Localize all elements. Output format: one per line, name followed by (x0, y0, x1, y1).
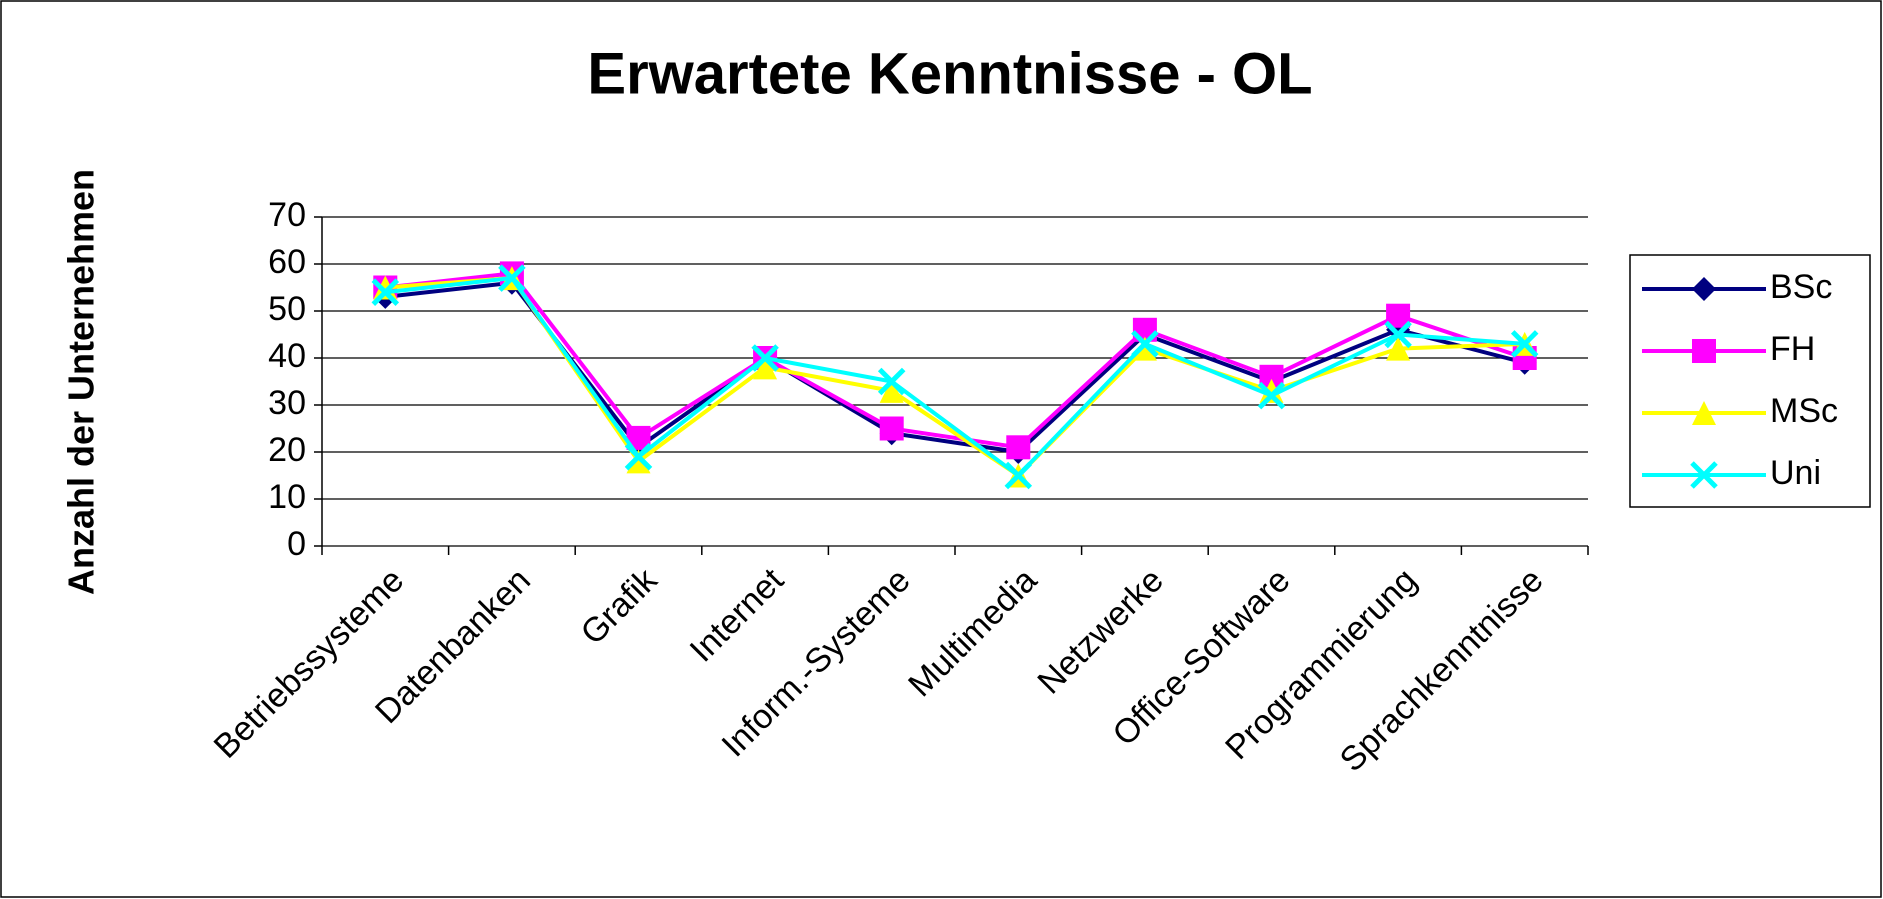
y-tick-label: 0 (287, 525, 306, 563)
legend-label: FH (1770, 330, 1815, 368)
point (626, 449, 651, 474)
y-tick-label: 60 (268, 243, 306, 281)
point (751, 344, 779, 372)
point (1132, 336, 1157, 361)
series-line (385, 271, 1526, 450)
y-axis-label: Anzahl der Unternehmen (61, 169, 102, 595)
y-tick-label: 50 (268, 290, 306, 328)
y-tick-label: 10 (268, 478, 306, 516)
point (1257, 381, 1286, 410)
point (1131, 330, 1159, 358)
point (1510, 330, 1539, 358)
legend-marker (1692, 277, 1716, 301)
point (753, 355, 778, 380)
point (1004, 461, 1033, 490)
point (498, 264, 526, 292)
legend-label: BSc (1770, 268, 1832, 306)
point (877, 367, 906, 396)
chart-title: Erwartete Kenntnisse - OL (587, 41, 1312, 106)
point (879, 416, 904, 441)
y-tick-label: 20 (268, 431, 306, 469)
y-tick-label: 70 (268, 196, 306, 234)
legend-marker (1692, 339, 1716, 363)
point (1006, 435, 1031, 460)
point (879, 378, 904, 403)
legend-label: Uni (1770, 454, 1821, 492)
series-line (385, 275, 1525, 479)
legend-label: MSc (1770, 392, 1838, 430)
y-tick-label: 30 (268, 384, 306, 422)
point (1384, 320, 1412, 349)
point (1386, 336, 1411, 361)
point (371, 278, 400, 306)
point (1259, 378, 1284, 403)
legend-marker (1690, 461, 1718, 489)
point (624, 442, 653, 471)
legend-marker (1692, 401, 1716, 425)
y-tick-label: 40 (268, 337, 306, 375)
legend-box (1629, 254, 1871, 508)
